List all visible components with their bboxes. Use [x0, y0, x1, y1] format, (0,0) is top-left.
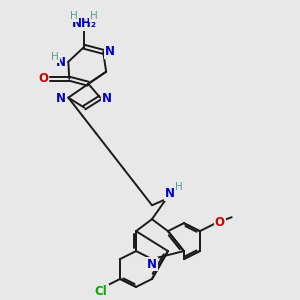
Text: H: H	[90, 11, 98, 21]
Text: NH₂: NH₂	[72, 17, 97, 30]
Text: N: N	[105, 45, 115, 58]
Text: N: N	[56, 56, 66, 69]
Text: N: N	[102, 92, 112, 105]
Text: O: O	[38, 72, 48, 85]
Text: H: H	[52, 52, 59, 62]
Text: H: H	[175, 182, 183, 192]
Text: N: N	[165, 187, 175, 200]
Text: H: H	[70, 11, 78, 21]
Text: N: N	[147, 257, 157, 271]
Text: N: N	[56, 92, 66, 105]
Text: Cl: Cl	[95, 285, 108, 298]
Text: O: O	[215, 216, 225, 229]
